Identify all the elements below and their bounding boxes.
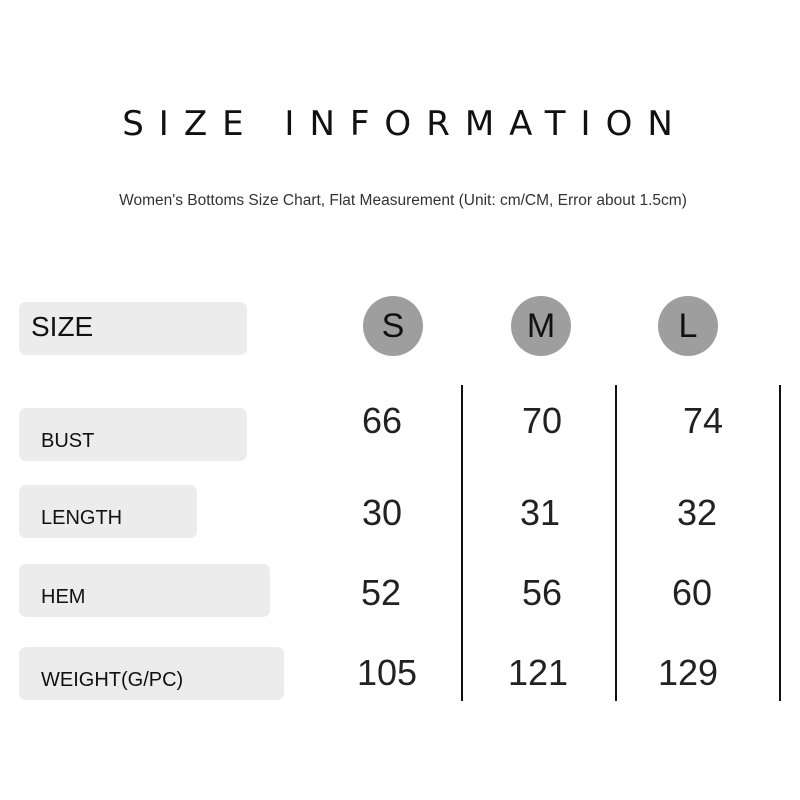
- value-weight-s: 105: [356, 652, 418, 693]
- value-length-l: 32: [676, 492, 718, 533]
- value-length-m: 31: [519, 492, 561, 533]
- size-header-label: SIZE: [19, 302, 247, 355]
- value-hem-s: 52: [360, 572, 402, 613]
- value-weight-m: 121: [507, 652, 569, 693]
- subtitle: Women's Bottoms Size Chart, Flat Measure…: [119, 192, 687, 209]
- column-divider: [615, 385, 617, 701]
- value-length-s: 30: [361, 492, 403, 533]
- value-weight-l: 129: [657, 652, 719, 693]
- row-label-text: WEIGHT(G/PC): [41, 669, 184, 691]
- row-label-text: HEM: [41, 586, 86, 608]
- size-badge-l: L: [658, 296, 718, 356]
- value-bust-l: 74: [682, 400, 724, 441]
- row-label-length: LENGTH: [19, 485, 197, 538]
- column-divider: [779, 385, 781, 701]
- row-label-bust: BUST: [19, 408, 247, 461]
- row-label-weight: WEIGHT(G/PC): [19, 647, 284, 700]
- size-header-text: SIZE: [31, 311, 94, 342]
- size-badge-s: S: [363, 296, 423, 356]
- page-title: SIZE INFORMATION: [122, 104, 688, 144]
- size-badge-m: M: [511, 296, 571, 356]
- value-bust-s: 66: [361, 400, 403, 441]
- row-label-hem: HEM: [19, 564, 270, 617]
- column-divider: [461, 385, 463, 701]
- value-hem-l: 60: [671, 572, 713, 613]
- value-hem-m: 56: [521, 572, 563, 613]
- row-label-text: LENGTH: [41, 507, 123, 529]
- row-label-text: BUST: [41, 430, 95, 452]
- value-bust-m: 70: [521, 400, 563, 441]
